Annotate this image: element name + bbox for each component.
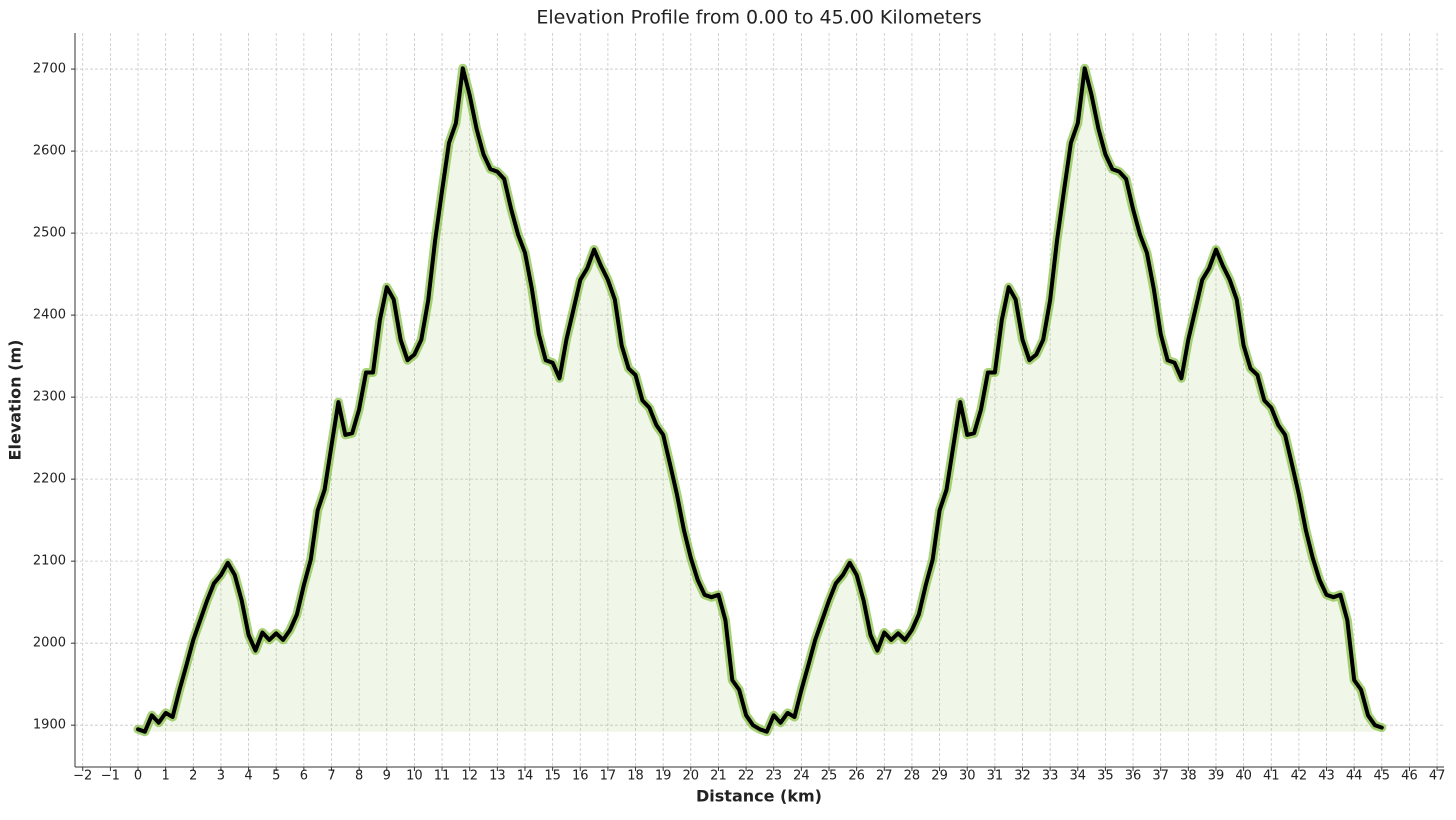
y-axis-label: Elevation (m): [6, 340, 25, 461]
x-tick-label: 35: [1097, 769, 1114, 784]
x-tick-label: 9: [383, 769, 391, 784]
x-tick-label: −1: [101, 769, 120, 784]
x-tick-label: 10: [406, 769, 423, 784]
x-tick-label: 16: [572, 769, 589, 784]
x-axis-label: Distance (km): [696, 787, 822, 806]
y-tick-label: 2400: [33, 308, 66, 323]
x-tick-label: 41: [1263, 769, 1280, 784]
x-tick-label: 28: [904, 769, 921, 784]
x-tick-label: 1: [162, 769, 170, 784]
y-tick-label: 2100: [33, 554, 66, 569]
x-tick-label: 7: [327, 769, 335, 784]
y-tick-label: 2600: [33, 144, 66, 159]
x-tick-label: 36: [1125, 769, 1142, 784]
x-tick-label: 14: [517, 769, 534, 784]
x-tick-label: 3: [217, 769, 225, 784]
x-tick-label: 18: [627, 769, 644, 784]
x-tick-label: 33: [1042, 769, 1059, 784]
chart-title: Elevation Profile from 0.00 to 45.00 Kil…: [536, 7, 981, 29]
x-tick-label: 47: [1429, 769, 1446, 784]
x-tick-label: 13: [489, 769, 506, 784]
x-tick-label: 27: [876, 769, 893, 784]
x-tick-label: 29: [931, 769, 948, 784]
x-tick-label: 8: [355, 769, 363, 784]
x-tick-label: 17: [600, 769, 617, 784]
x-tick-label: 5: [272, 769, 280, 784]
y-tick-label: 2300: [33, 390, 66, 405]
x-tick-label: 20: [683, 769, 700, 784]
x-tick-label: 31: [987, 769, 1004, 784]
x-tick-label: 34: [1069, 769, 1086, 784]
x-tick-label: −2: [73, 769, 92, 784]
x-tick-label: 12: [461, 769, 478, 784]
x-tick-label: 26: [848, 769, 865, 784]
y-tick-label: 1900: [33, 718, 66, 733]
x-tick-label: 32: [1014, 769, 1031, 784]
x-tick-label: 44: [1346, 769, 1363, 784]
x-tick-label: 11: [434, 769, 451, 784]
y-tick-label: 2500: [33, 226, 66, 241]
x-tick-label: 15: [544, 769, 561, 784]
x-tick-label: 4: [244, 769, 252, 784]
elevation-line: [136, 66, 1384, 734]
x-tick-label: 23: [765, 769, 782, 784]
area-fill: [138, 68, 1382, 732]
x-tick-label: 40: [1235, 769, 1252, 784]
x-tick-label: 24: [793, 769, 810, 784]
x-tick-label: 45: [1374, 769, 1391, 784]
x-tick-label: 0: [134, 769, 142, 784]
x-tick-label: 42: [1291, 769, 1308, 784]
x-tick-label: 30: [959, 769, 976, 784]
x-tick-label: 22: [738, 769, 755, 784]
x-tick-label: 2: [189, 769, 197, 784]
y-tick-label: 2200: [33, 472, 66, 487]
x-tick-label: 6: [300, 769, 308, 784]
x-tick-label: 39: [1208, 769, 1225, 784]
x-tick-label: 19: [655, 769, 672, 784]
y-tick-label: 2700: [33, 62, 66, 77]
x-tick-label: 25: [821, 769, 838, 784]
x-tick-label: 46: [1401, 769, 1418, 784]
x-tick-label: 38: [1180, 769, 1197, 784]
x-tick-label: 43: [1318, 769, 1335, 784]
x-tick-label: 21: [710, 769, 727, 784]
x-tick-label: 37: [1152, 769, 1169, 784]
y-tick-label: 2000: [33, 636, 66, 651]
